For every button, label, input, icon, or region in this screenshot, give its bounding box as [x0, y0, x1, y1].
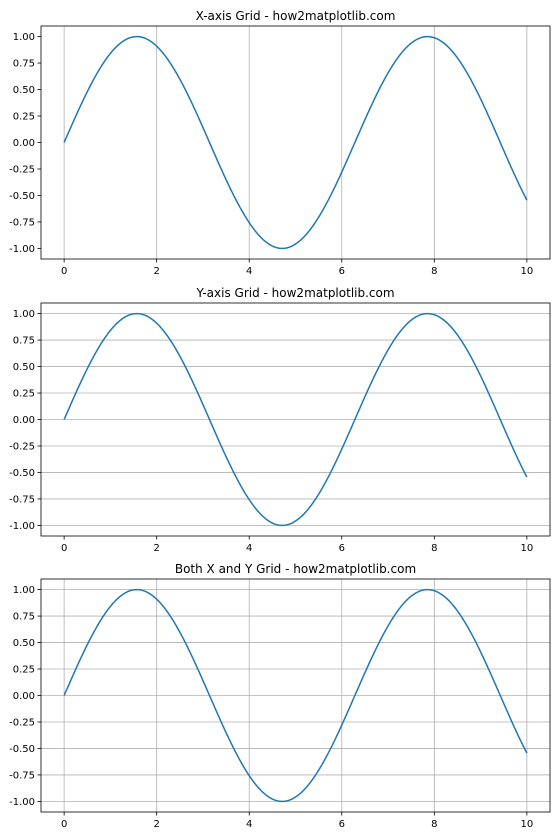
- y-tick-label: 0.25: [13, 665, 35, 676]
- tick-layer: 0 2 4 6 8 10 1.00 0.75 0.50 0.25 0.00 -0.25 -0.50 -0.…: [9, 585, 533, 830]
- y-tick-label: 0.25: [13, 389, 35, 400]
- x-tick-label: 4: [246, 266, 252, 277]
- y-tick-label: -0.25: [9, 717, 35, 728]
- series-layer: [63, 588, 528, 803]
- x-tick-label: 4: [246, 543, 252, 554]
- grid-layer: [41, 313, 550, 526]
- axes-frame: [40, 25, 551, 260]
- x-tick-label: 2: [153, 266, 159, 277]
- y-tick-label: 0.50: [13, 638, 35, 649]
- series-line: [63, 35, 528, 250]
- y-tick-label: 0.00: [13, 691, 35, 702]
- grid-layer: [41, 579, 550, 812]
- x-tick-label: 0: [61, 543, 67, 554]
- y-tick-label: -0.75: [9, 770, 35, 781]
- subplot-y-grid: Y-axis Grid - how2matplotlib.com 0 2 4 6 8 10…: [9, 286, 551, 554]
- y-tick-label: -1.00: [9, 244, 35, 255]
- y-tick-label: 0.00: [13, 415, 35, 426]
- subplot-title: Both X and Y Grid - how2matplotlib.com: [175, 562, 416, 576]
- subplot-title: Y-axis Grid - how2matplotlib.com: [195, 286, 394, 300]
- x-tick-label: 0: [61, 266, 67, 277]
- y-tick-label: 0.00: [13, 138, 35, 149]
- x-tick-label: 2: [153, 543, 159, 554]
- x-tick-label: 6: [339, 819, 345, 830]
- y-tick-label: -0.50: [9, 744, 35, 755]
- y-tick-label: 0.50: [13, 362, 35, 373]
- series-line: [63, 312, 528, 527]
- y-tick-label: -0.75: [9, 217, 35, 228]
- series-layer: [63, 35, 528, 250]
- y-tick-label: -0.75: [9, 494, 35, 505]
- x-tick-label: 10: [520, 819, 533, 830]
- x-tick-label: 8: [431, 266, 437, 277]
- x-tick-label: 4: [246, 819, 252, 830]
- subplot-xy-grid: Both X and Y Grid - how2matplotlib.com 0…: [9, 562, 551, 830]
- x-tick-label: 6: [339, 543, 345, 554]
- x-tick-label: 8: [431, 543, 437, 554]
- y-tick-label: 0.75: [13, 612, 35, 623]
- x-tick-label: 8: [431, 819, 437, 830]
- subplot-title: X-axis Grid - how2matplotlib.com: [196, 9, 396, 23]
- x-tick-label: 2: [153, 819, 159, 830]
- series-layer: [63, 312, 528, 527]
- y-tick-label: -1.00: [9, 521, 35, 532]
- y-tick-label: 0.75: [13, 336, 35, 347]
- tick-layer: 0 2 4 6 8 10 1.00 0.75 0.50 0.25 0.00 -0.25 -0.50 -0.…: [9, 32, 533, 277]
- subplot-x-grid: X-axis Grid - how2matplotlib.com 0 2 4 6 8 10…: [9, 9, 551, 277]
- y-tick-label: 0.25: [13, 112, 35, 123]
- y-tick-label: 0.75: [13, 59, 35, 70]
- grid-layer: [63, 26, 528, 259]
- series-line: [63, 588, 528, 803]
- x-tick-label: 6: [339, 266, 345, 277]
- x-tick-label: 0: [61, 819, 67, 830]
- tick-layer: 0 2 4 6 8 10 1.00 0.75 0.50 0.25 0.00 -0.25 -0.50 -0.…: [9, 309, 533, 554]
- x-tick-label: 10: [520, 266, 533, 277]
- y-tick-label: -0.50: [9, 468, 35, 479]
- x-tick-label: 10: [520, 543, 533, 554]
- y-tick-label: -0.50: [9, 191, 35, 202]
- y-tick-label: 1.00: [13, 585, 35, 596]
- y-tick-label: -0.25: [9, 441, 35, 452]
- y-tick-label: 1.00: [13, 32, 35, 43]
- y-tick-label: -1.00: [9, 797, 35, 808]
- axes-spines: [40, 25, 551, 260]
- y-tick-label: 1.00: [13, 309, 35, 320]
- y-tick-label: 0.50: [13, 85, 35, 96]
- y-tick-label: -0.25: [9, 164, 35, 175]
